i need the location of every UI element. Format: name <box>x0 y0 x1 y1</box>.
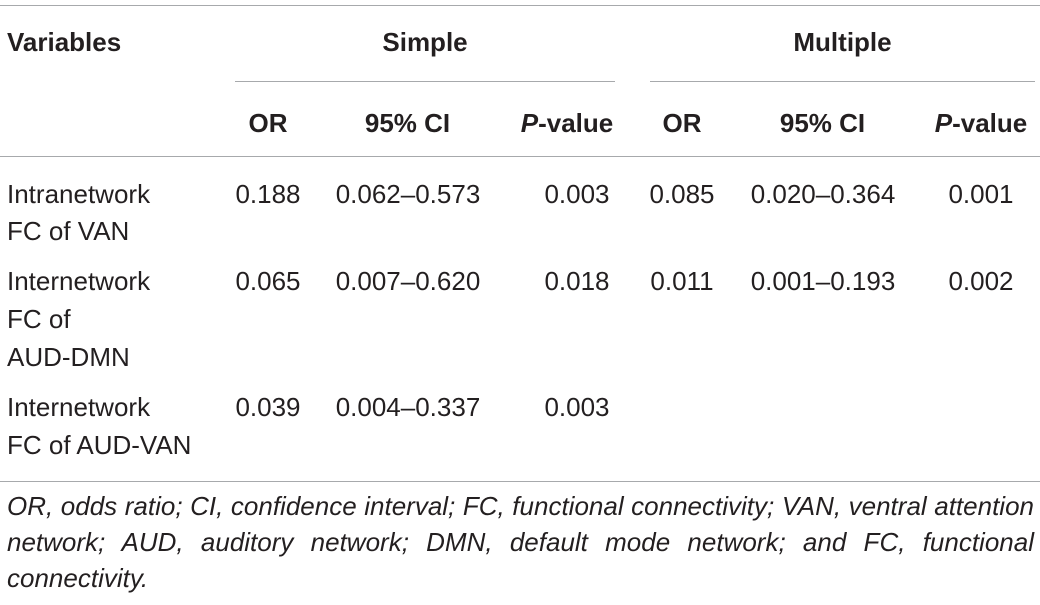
header-simple-ci: 95% CI <box>364 108 451 138</box>
header-simple-p: P-value <box>512 105 622 141</box>
header-multiple-p: P-value <box>925 105 1037 141</box>
p-rest: -value <box>538 108 614 138</box>
row3-variable-line1: Internetwork <box>7 392 151 422</box>
row2-simple-p: 0.018 <box>544 266 610 296</box>
top-rule <box>0 5 1040 6</box>
row2-multiple-or: 0.011 <box>650 266 714 296</box>
header-multiple: Multiple <box>793 27 892 57</box>
row1-simple-p: 0.003 <box>544 179 610 209</box>
row3-simple-ci: 0.004–0.337 <box>335 392 481 422</box>
simple-group-rule <box>235 81 615 82</box>
row1-multiple-or: 0.085 <box>649 179 715 209</box>
row3-simple-or: 0.039 <box>235 392 301 422</box>
header-simple: Simple <box>382 27 468 57</box>
row2-simple-or: 0.065 <box>235 266 301 296</box>
table-footnote: OR, odds ratio; CI, confidence interval;… <box>7 491 1034 593</box>
row2-variable-line3: AUD-DMN <box>7 342 130 372</box>
row2-multiple-ci: 0.001–0.193 <box>750 266 896 296</box>
header-multiple-ci: 95% CI <box>779 108 866 138</box>
row1-variable-line1: Intranetwork <box>7 179 151 209</box>
row2-variable-line2: FC of <box>7 304 71 334</box>
multiple-group-rule <box>650 81 1035 82</box>
p-rest: -value <box>952 108 1028 138</box>
row1-simple-ci: 0.062–0.573 <box>335 179 481 209</box>
row2-simple-ci: 0.007–0.620 <box>335 266 481 296</box>
row2-variable-line1: Internetwork <box>7 266 151 296</box>
row2-multiple-p: 0.002 <box>948 266 1014 296</box>
table-bottom-rule <box>0 481 1040 482</box>
row1-simple-or: 0.188 <box>235 179 301 209</box>
p-italic: P <box>934 108 953 138</box>
header-bottom-rule <box>0 156 1040 157</box>
row1-multiple-p: 0.001 <box>948 179 1014 209</box>
header-multiple-or: OR <box>662 108 702 138</box>
header-simple-or: OR <box>248 108 288 138</box>
row3-variable-line2: FC of AUD-VAN <box>7 430 192 460</box>
row1-multiple-ci: 0.020–0.364 <box>750 179 896 209</box>
row3-simple-p: 0.003 <box>544 392 610 422</box>
row1-variable-line2: FC of VAN <box>7 216 130 246</box>
header-variables: Variables <box>7 27 122 57</box>
p-italic: P <box>520 108 539 138</box>
